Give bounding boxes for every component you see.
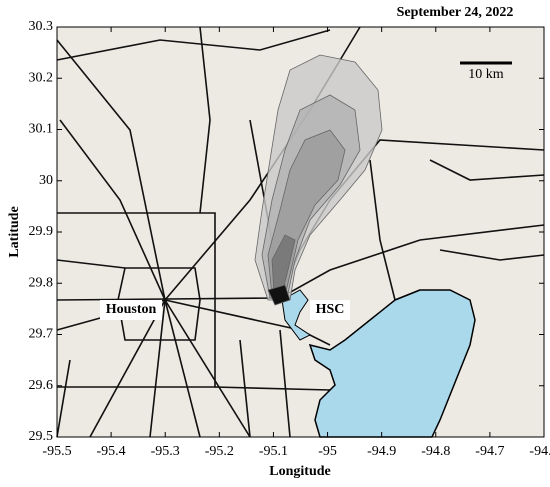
y-tick-label: 29.6: [29, 378, 54, 393]
ship-channel: [281, 289, 311, 341]
bay: [308, 289, 476, 438]
y-tick-label: 30.3: [29, 19, 54, 34]
x-tick-label: -95: [318, 444, 337, 459]
y-tick-label: 29.9: [29, 224, 54, 239]
x-axis-label: Longitude: [269, 464, 330, 479]
site-label: HSC: [316, 302, 345, 317]
scale-label: 10 km: [468, 67, 504, 82]
y-tick-label: 29.5: [29, 429, 54, 444]
x-tick-label: -94.7: [475, 444, 504, 459]
label-box: [100, 300, 162, 320]
x-tick-label: -94.6: [529, 444, 550, 459]
city-label: Houston: [106, 302, 157, 317]
chart-title: September 24, 2022: [397, 5, 514, 20]
plume: [254, 54, 383, 306]
y-tick-label: 30.2: [29, 70, 54, 85]
y-tick-label: 29.7: [29, 327, 54, 342]
x-tick-label: -95.2: [205, 444, 234, 459]
x-tick-label: -95.4: [97, 444, 126, 459]
x-tick-label: -95.1: [259, 444, 288, 459]
label-box: [310, 300, 350, 320]
x-tick-label: -95.3: [151, 444, 180, 459]
x-tick-label: -94.9: [367, 444, 396, 459]
y-tick-label: 30.1: [29, 122, 54, 137]
y-axis-label: Latitude: [7, 206, 22, 257]
y-tick-label: 30: [39, 173, 53, 188]
x-tick-label: -94.8: [421, 444, 450, 459]
x-tick-label: -95.5: [42, 444, 71, 459]
y-tick-label: 29.8: [29, 275, 54, 290]
